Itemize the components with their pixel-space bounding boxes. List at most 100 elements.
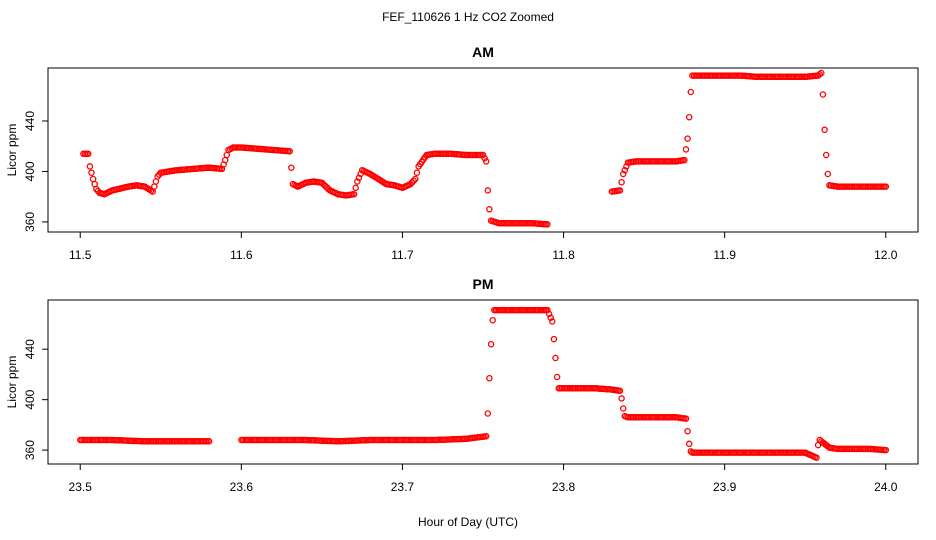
data-point xyxy=(196,165,203,172)
data-point xyxy=(284,147,292,155)
data-point xyxy=(170,438,177,445)
data-point xyxy=(781,449,788,456)
data-point xyxy=(879,446,886,454)
data-point xyxy=(441,150,448,158)
data-point xyxy=(442,150,450,158)
data-point xyxy=(647,414,654,421)
data-point xyxy=(378,177,385,185)
data-point xyxy=(131,182,139,189)
data-point xyxy=(252,145,260,152)
data-point xyxy=(296,182,303,190)
data-point xyxy=(147,187,155,194)
data-point xyxy=(325,185,332,193)
data-point xyxy=(531,306,538,314)
data-point xyxy=(263,436,271,444)
data-point xyxy=(162,168,169,176)
data-point xyxy=(254,145,261,152)
data-point xyxy=(357,170,364,178)
data-point xyxy=(133,437,140,445)
data-point xyxy=(803,73,811,80)
data-point xyxy=(320,437,327,444)
data-point xyxy=(366,436,374,444)
data-point xyxy=(389,181,397,189)
data-point xyxy=(304,179,311,186)
data-point xyxy=(491,218,498,225)
data-point xyxy=(81,150,89,158)
data-point xyxy=(769,449,777,456)
data-point xyxy=(792,73,799,81)
x-axis-title: Hour of Day (UTC) xyxy=(417,515,518,529)
data-point xyxy=(288,436,295,444)
panel-title: AM xyxy=(472,44,494,60)
data-point xyxy=(494,306,501,314)
data-point xyxy=(716,72,724,79)
data-point xyxy=(281,436,289,444)
data-point xyxy=(315,179,322,186)
x-tick-label: 23.8 xyxy=(552,480,576,494)
x-tick-label: 23.6 xyxy=(230,480,254,494)
data-point xyxy=(748,449,756,456)
data-point xyxy=(869,183,877,190)
data-point xyxy=(357,437,364,444)
data-point xyxy=(457,151,464,158)
data-point xyxy=(592,385,600,392)
data-point xyxy=(619,170,627,178)
data-point xyxy=(700,72,707,79)
data-point xyxy=(255,436,263,444)
data-point xyxy=(220,161,227,168)
data-point xyxy=(839,445,846,453)
data-point xyxy=(750,73,757,80)
data-point xyxy=(872,446,880,453)
data-point xyxy=(94,187,102,195)
data-point xyxy=(674,414,682,421)
data-point xyxy=(450,150,458,158)
data-point xyxy=(163,438,171,445)
data-point xyxy=(433,436,440,444)
data-point xyxy=(792,449,799,456)
data-point xyxy=(157,169,165,176)
data-point xyxy=(88,436,95,444)
data-point xyxy=(344,191,351,199)
data-point xyxy=(840,445,848,453)
data-point xyxy=(344,437,351,445)
data-point xyxy=(843,445,851,453)
data-point xyxy=(521,306,529,314)
data-point xyxy=(752,73,759,80)
data-point xyxy=(798,73,806,81)
data-point xyxy=(516,306,524,314)
data-point xyxy=(589,385,596,392)
data-point xyxy=(645,414,653,421)
data-point xyxy=(294,183,301,190)
data-point xyxy=(93,436,100,444)
data-point xyxy=(640,158,648,165)
data-point xyxy=(205,438,213,445)
data-point xyxy=(186,165,194,173)
data-point xyxy=(213,165,221,172)
data-point xyxy=(821,126,828,134)
data-point xyxy=(270,146,277,154)
data-point xyxy=(877,183,885,190)
data-point xyxy=(363,169,371,176)
data-point xyxy=(503,306,511,314)
data-point xyxy=(349,437,356,444)
data-point xyxy=(719,72,727,79)
data-point xyxy=(134,182,142,189)
data-point xyxy=(423,436,430,444)
data-point xyxy=(470,434,477,442)
data-point xyxy=(118,184,126,192)
data-point xyxy=(766,449,774,456)
data-point xyxy=(260,145,268,153)
data-point xyxy=(484,187,492,194)
data-point xyxy=(123,183,131,191)
data-point xyxy=(457,435,464,443)
data-point xyxy=(540,306,548,314)
data-point xyxy=(449,436,456,443)
data-point xyxy=(500,219,508,227)
data-point xyxy=(360,437,368,444)
data-point xyxy=(763,73,770,81)
data-point xyxy=(784,73,791,81)
data-point xyxy=(489,316,496,324)
data-point xyxy=(655,414,662,421)
data-point xyxy=(109,187,116,194)
data-point xyxy=(814,441,822,449)
